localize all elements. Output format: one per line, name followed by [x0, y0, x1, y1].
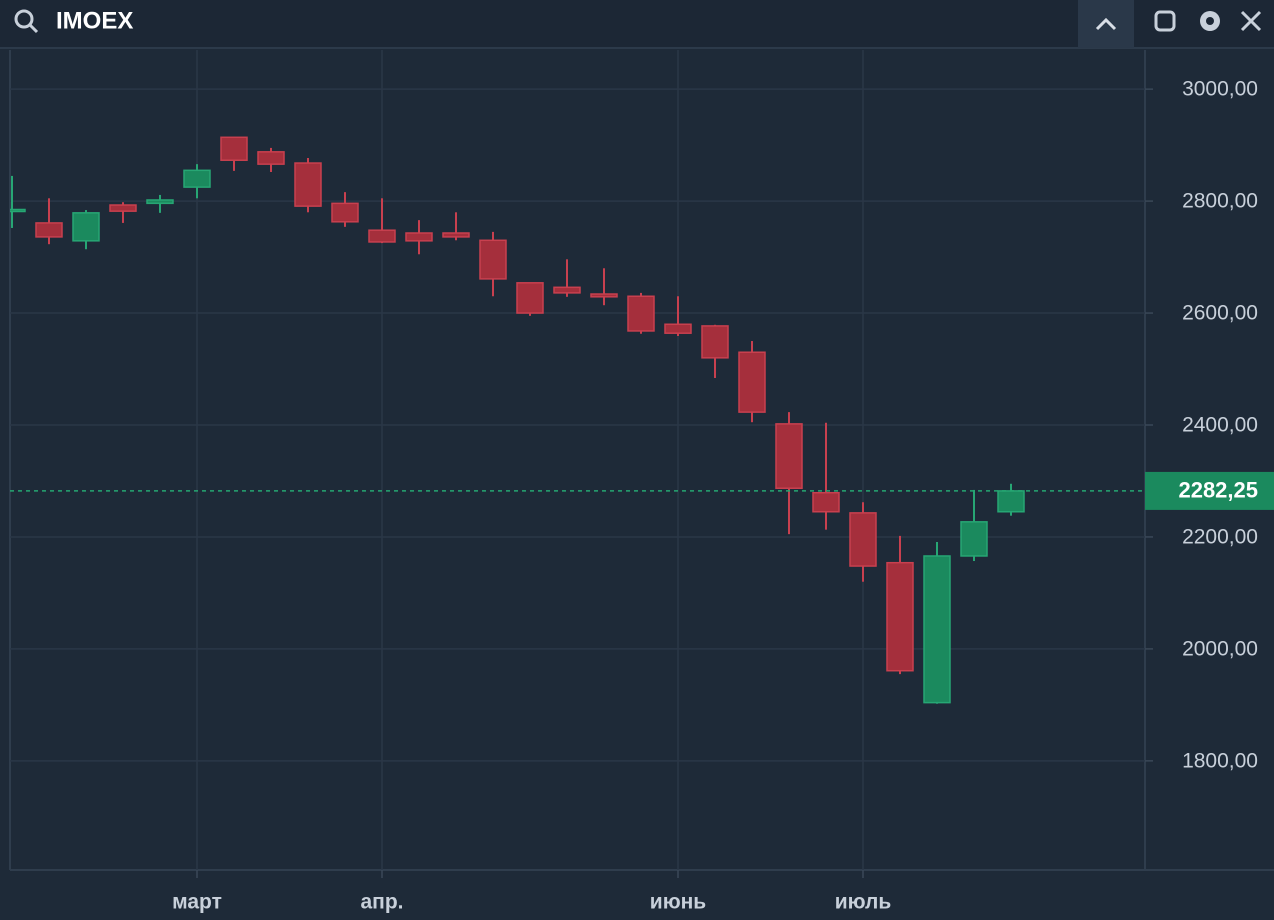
settings-button[interactable]: [1200, 11, 1220, 31]
candle-body: [812, 491, 840, 513]
last-price-label: 2282,25: [1178, 478, 1258, 503]
grid: [10, 50, 1145, 870]
candle-body: [35, 222, 63, 238]
x-tick-label: июль: [835, 891, 892, 914]
candle-body: [775, 423, 803, 489]
candle-body: [294, 162, 322, 207]
search-icon[interactable]: [14, 9, 39, 34]
candle-body: [10, 208, 26, 213]
candle-body: [220, 136, 248, 161]
y-tick-label: 2200,00: [1182, 525, 1258, 548]
candle-body: [146, 199, 174, 205]
candle-body: [405, 232, 433, 242]
candle-body: [183, 169, 211, 188]
y-tick-label: 3000,00: [1182, 78, 1258, 101]
candle-body: [627, 295, 655, 332]
y-tick-label: 2400,00: [1182, 414, 1258, 437]
candle-body: [664, 323, 692, 334]
y-tick-label: 2800,00: [1182, 190, 1258, 213]
candle-body: [368, 229, 396, 243]
last-price-box: [1145, 471, 1274, 510]
candle-body: [72, 212, 100, 242]
candle-body: [701, 325, 729, 359]
candle-body: [553, 286, 581, 294]
maximize-button[interactable]: [1154, 10, 1176, 32]
candle-body: [886, 561, 914, 672]
candle-body: [849, 512, 877, 567]
collapse-icon: [1095, 17, 1117, 31]
header-bar: [0, 0, 1274, 48]
candle-body: [997, 490, 1025, 513]
close-button[interactable]: [1240, 10, 1262, 32]
candle-body: [738, 351, 766, 413]
candle-body: [331, 202, 359, 223]
candle-body: [109, 204, 137, 212]
x-tick-label: июнь: [650, 891, 707, 914]
y-tick-label: 2600,00: [1182, 302, 1258, 325]
ticker-title[interactable]: IMOEX: [56, 7, 133, 34]
candle-body: [479, 239, 507, 280]
candle-body: [516, 282, 544, 314]
candle-body: [960, 521, 988, 557]
y-tick-label: 1800,00: [1182, 749, 1258, 772]
x-tick-label: апр.: [360, 891, 403, 914]
collapse-button[interactable]: [1078, 0, 1134, 48]
candle-body: [590, 293, 618, 298]
y-tick-label: 2000,00: [1182, 637, 1258, 660]
axes: 1800,00 2000,00 2200,00 2400,00 2600,00 2800,…: [172, 78, 1274, 914]
x-tick-label: март: [172, 891, 222, 914]
plot: [10, 136, 1145, 704]
candle-body: [923, 555, 951, 704]
candle-body: [257, 151, 285, 165]
candle-body: [442, 232, 470, 238]
